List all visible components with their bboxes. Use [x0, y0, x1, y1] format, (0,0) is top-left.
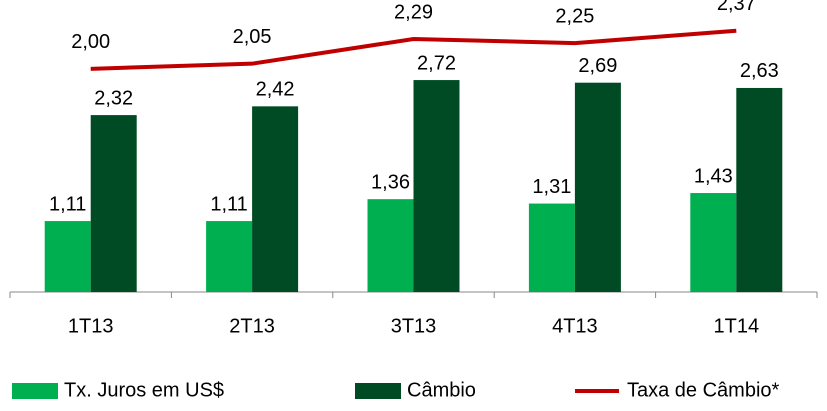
bar — [690, 193, 737, 292]
bar — [736, 87, 783, 292]
data-label: 1,36 — [371, 171, 410, 193]
data-label: 1,11 — [49, 193, 86, 215]
x-tick-label: 2T13 — [229, 315, 275, 337]
bar — [574, 82, 621, 292]
legend-swatch — [355, 383, 401, 399]
data-label: 1,11 — [210, 193, 247, 215]
bar — [413, 80, 460, 292]
x-tick-label: 3T13 — [391, 315, 437, 337]
x-tick-label: 4T13 — [552, 315, 598, 337]
data-label: 1,43 — [694, 165, 733, 187]
bar — [206, 221, 253, 292]
bar — [44, 221, 91, 292]
data-label: 2,25 — [555, 5, 594, 27]
legend-label: Taxa de Câmbio* — [627, 379, 780, 401]
data-label: 2,32 — [94, 87, 133, 109]
data-label: 2,29 — [394, 1, 433, 23]
legend-swatch — [12, 383, 58, 399]
data-label: 2,69 — [578, 55, 617, 77]
legend-label: Câmbio — [407, 379, 476, 401]
data-label: 2,00 — [71, 31, 110, 53]
bar — [367, 199, 414, 292]
data-label: 1,31 — [532, 176, 571, 198]
legend-label: Tx. Juros em US$ — [64, 379, 224, 401]
data-label: 2,63 — [740, 60, 779, 82]
data-label: 2,37 — [717, 0, 756, 15]
x-tick-label: 1T14 — [714, 315, 760, 337]
x-tick-label: 1T13 — [68, 315, 114, 337]
data-label: 2,72 — [417, 52, 456, 74]
bar — [528, 203, 575, 292]
line — [90, 28, 737, 71]
data-label: 2,05 — [233, 26, 272, 48]
bar — [90, 115, 137, 292]
bar — [252, 106, 299, 293]
data-label: 2,42 — [256, 79, 295, 101]
